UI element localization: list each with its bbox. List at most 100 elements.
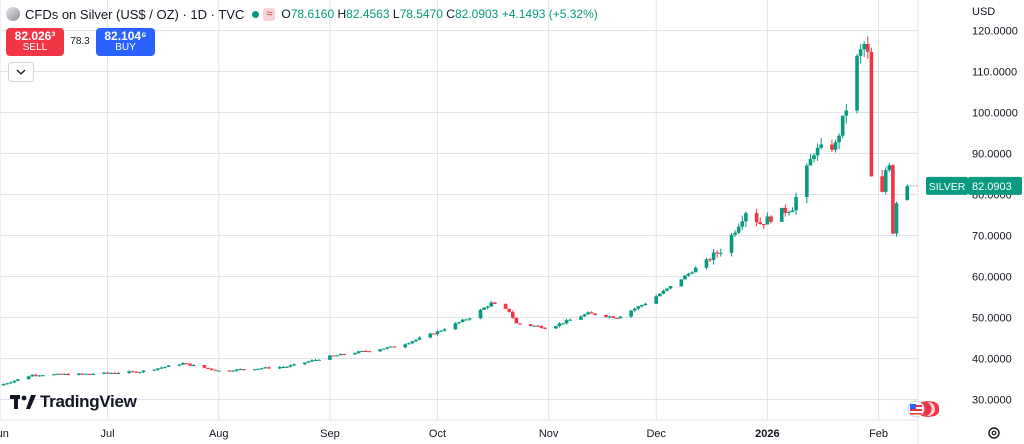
candle (5, 383, 9, 385)
wave-icon[interactable]: ≈ (263, 7, 276, 21)
y-tick-label: 40.0000 (972, 354, 1012, 366)
x-tick-label: Nov (539, 428, 559, 440)
candle (690, 272, 694, 274)
candle (518, 323, 522, 325)
candle (618, 316, 623, 319)
candle (102, 372, 106, 374)
candle (579, 316, 583, 320)
price-axis[interactable]: 30.000040.000050.000060.000070.000080.00… (972, 26, 1018, 407)
candle (378, 349, 382, 352)
tradingview-logo[interactable]: TradingView (10, 392, 137, 412)
candle (313, 359, 318, 361)
sell-price: 82.026³ (14, 29, 56, 43)
candle (460, 319, 465, 323)
y-tick-label: 30.0000 (972, 395, 1012, 407)
candle (231, 370, 235, 372)
candle (442, 329, 447, 331)
candle (894, 203, 899, 234)
candle (263, 367, 268, 369)
buy-button[interactable]: 82.104⁶ BUY (96, 28, 155, 56)
market-status-icon[interactable] (252, 10, 260, 18)
currency-label[interactable]: USD (972, 6, 996, 18)
candle (109, 373, 113, 375)
change-value: +4.1493 (+5.32%) (501, 7, 598, 21)
candle (59, 373, 63, 375)
candle (679, 279, 684, 287)
candle (303, 362, 307, 365)
candle (367, 351, 372, 353)
time-axis[interactable]: Jun Jul Aug Sep Oct Nov Dec 2026 Feb (0, 428, 888, 440)
candle (55, 373, 60, 375)
candle (629, 310, 633, 317)
candle (259, 368, 264, 370)
candle (277, 367, 282, 369)
candle (586, 312, 590, 315)
candle (138, 372, 142, 374)
sell-button[interactable]: 82.026³ SELL (6, 28, 64, 56)
x-tick-label: Aug (209, 428, 229, 440)
candle (191, 365, 196, 367)
candle (564, 320, 569, 324)
candle (381, 348, 386, 350)
candle (353, 353, 357, 355)
x-tick-label: Feb (869, 428, 888, 440)
candle (758, 222, 763, 225)
candle (310, 360, 314, 362)
candle (166, 365, 171, 367)
candle (467, 318, 472, 320)
symbol-title[interactable]: CFDs on Silver (US$ / OZ) · 1D · TVC (25, 6, 245, 22)
y-tick-label: 100.0000 (972, 108, 1018, 120)
candle (614, 317, 619, 319)
candle (539, 326, 544, 328)
candle (636, 306, 641, 309)
candle (658, 293, 662, 297)
us-flag-icon[interactable] (903, 400, 939, 418)
candle (188, 363, 192, 366)
candle (812, 155, 816, 159)
candle (510, 311, 515, 318)
candle (718, 252, 723, 254)
candle (432, 333, 436, 335)
candle (439, 330, 443, 332)
candle (536, 325, 540, 327)
candle (769, 216, 773, 222)
candle (112, 373, 117, 375)
candle (152, 369, 156, 371)
candle (503, 303, 508, 309)
candle (252, 369, 257, 371)
candle (37, 375, 42, 377)
candle (779, 207, 784, 222)
candle (543, 327, 547, 329)
candle (331, 355, 336, 357)
gear-icon[interactable] (987, 426, 1001, 440)
spread-value: 78.3 (70, 36, 90, 47)
candle (410, 341, 415, 344)
symbol-tag: SILVER (929, 181, 966, 193)
candle (91, 373, 96, 375)
candle (862, 44, 867, 50)
candle (209, 368, 214, 370)
candle (360, 350, 364, 352)
candle (62, 373, 67, 375)
candle (557, 323, 562, 327)
candle (711, 252, 716, 261)
candle (127, 371, 131, 373)
candle (435, 331, 440, 335)
candle (844, 110, 849, 116)
collapse-legend-button[interactable] (8, 62, 34, 82)
candle (406, 343, 411, 345)
candle (256, 368, 260, 370)
candle (464, 319, 468, 321)
candle (267, 367, 271, 369)
candle (554, 326, 558, 329)
candle (805, 165, 809, 197)
candle (87, 373, 92, 375)
buy-price: 82.104⁶ (104, 29, 147, 43)
candle (493, 302, 497, 304)
candle (12, 380, 17, 383)
last-price-label: 82.0903 (972, 181, 1012, 193)
candle (292, 364, 296, 366)
candle (869, 51, 874, 177)
x-tick-label: Sep (320, 428, 340, 440)
